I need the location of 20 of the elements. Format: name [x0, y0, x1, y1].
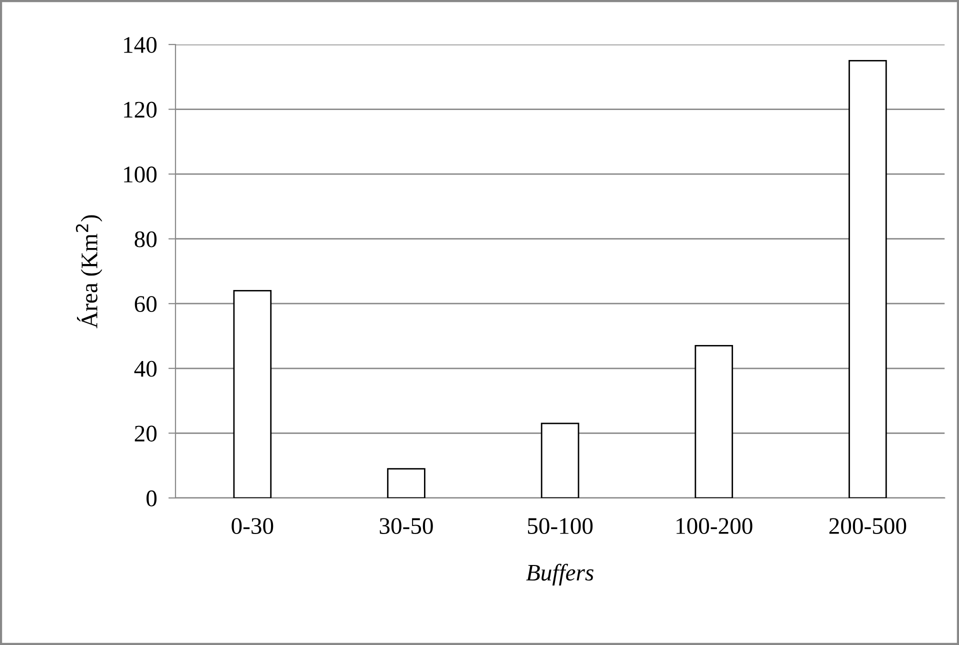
x-tick-label: 50-100: [528, 518, 593, 534]
y-axis-title: Área (Km$^{2}$): [76, 215, 102, 328]
bar: [387, 468, 426, 498]
x-tick-label: 200-500: [829, 518, 906, 534]
bar: [848, 60, 887, 498]
y-tick-label: 100: [124, 166, 157, 182]
x-tick-label: 100-200: [676, 518, 752, 534]
y-tick-label: 80: [134, 231, 157, 248]
bar: [694, 345, 734, 498]
x-tick-label: 30-50: [380, 518, 433, 534]
y-tick-label: 140: [124, 36, 157, 53]
x-axis-title: Buffers: [526, 564, 594, 586]
bar: [540, 422, 580, 498]
y-tick-label: 60: [134, 296, 157, 312]
x-tick-label: 0-30: [232, 518, 274, 534]
y-tick-label: 40: [134, 360, 157, 377]
y-tick-label: 120: [124, 102, 157, 118]
y-tick-label: 20: [134, 426, 157, 442]
bar: [233, 290, 272, 498]
y-tick-label: 0: [146, 490, 157, 506]
